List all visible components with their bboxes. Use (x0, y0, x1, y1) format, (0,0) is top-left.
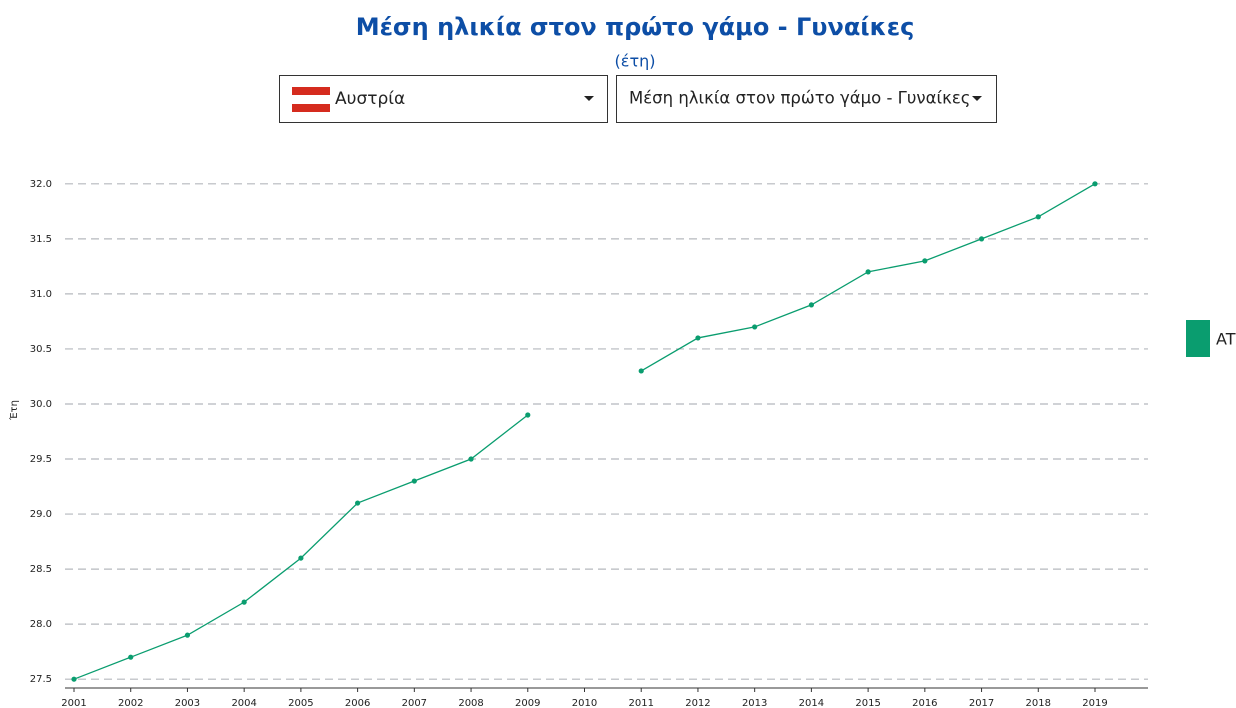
point (128, 654, 134, 660)
point (71, 676, 77, 682)
x-tick-label: 2013 (742, 698, 767, 708)
point (468, 456, 474, 462)
point (525, 412, 531, 418)
point (638, 368, 644, 374)
dropdown-box[interactable] (279, 75, 608, 123)
point (865, 269, 871, 275)
y-tick-label: 32.0 (30, 179, 52, 190)
x-tick-label: 2007 (402, 698, 427, 708)
point (695, 335, 701, 341)
y-tick-label: 30.5 (30, 344, 52, 355)
point (355, 500, 361, 506)
legend-swatch (1186, 320, 1210, 357)
x-tick-label: 2003 (175, 698, 200, 708)
y-axis-label: Έτη (8, 400, 20, 421)
x-tick-label: 2005 (288, 698, 313, 708)
line (73, 183, 1096, 680)
x-tick-label: 2004 (231, 698, 256, 708)
y-tick-label: 31.5 (30, 234, 52, 245)
x-tick-label: 2019 (1082, 698, 1107, 708)
x-tick-label: 2015 (855, 698, 880, 708)
indicator-dropdown[interactable]: Μέση ηλικία στον πρώτο γάμο - Γυναίκες (616, 75, 997, 123)
y-tick-label: 30.0 (30, 399, 52, 410)
x-tick-label: 2006 (345, 698, 370, 708)
x-tick-label: 2002 (118, 698, 143, 708)
x-tick-label: 2014 (799, 698, 824, 708)
x-tick-label: 2010 (572, 698, 597, 708)
flag (292, 87, 330, 95)
y-tick-label: 27.5 (30, 674, 52, 685)
y-tick-label: 29.0 (30, 509, 52, 520)
y-tick-label: 28.5 (30, 564, 52, 575)
point (978, 236, 985, 242)
x-tick-label: 2001 (61, 698, 86, 708)
country-dropdown[interactable]: Αυστρία (279, 75, 608, 123)
point (922, 258, 928, 264)
chart-subtitle: (έτη) (615, 52, 656, 71)
point (411, 478, 417, 484)
dropdown-box[interactable] (616, 75, 997, 123)
x-tick-label: 2016 (912, 698, 937, 708)
caret (972, 96, 982, 101)
point (298, 555, 304, 561)
x-tick-label: 2011 (628, 698, 653, 708)
y-tick-label: 29.5 (30, 454, 52, 465)
point (1035, 214, 1041, 220)
x-tick-label: 2012 (685, 698, 710, 708)
dropdown-text[interactable]: Αυστρία (335, 89, 405, 109)
point (808, 302, 814, 308)
point (752, 324, 758, 330)
y-tick-label: 31.0 (30, 289, 52, 300)
point (241, 599, 247, 605)
y-tick-label: 28.0 (30, 619, 52, 630)
caret (584, 96, 594, 101)
flag (292, 104, 330, 112)
x-tick-label: 2018 (1026, 698, 1051, 708)
point (184, 632, 191, 638)
legend-label: AT (1216, 330, 1236, 349)
chart-title: Μέση ηλικία στον πρώτο γάμο - Γυναίκες (356, 13, 915, 41)
x-tick-label: 2008 (458, 698, 483, 708)
dropdown-text[interactable]: Μέση ηλικία στον πρώτο γάμο - Γυναίκες (629, 89, 970, 108)
x-tick-label: 2009 (515, 698, 540, 708)
flag (292, 95, 330, 104)
point (1092, 181, 1098, 187)
x-tick-label: 2017 (969, 698, 994, 708)
